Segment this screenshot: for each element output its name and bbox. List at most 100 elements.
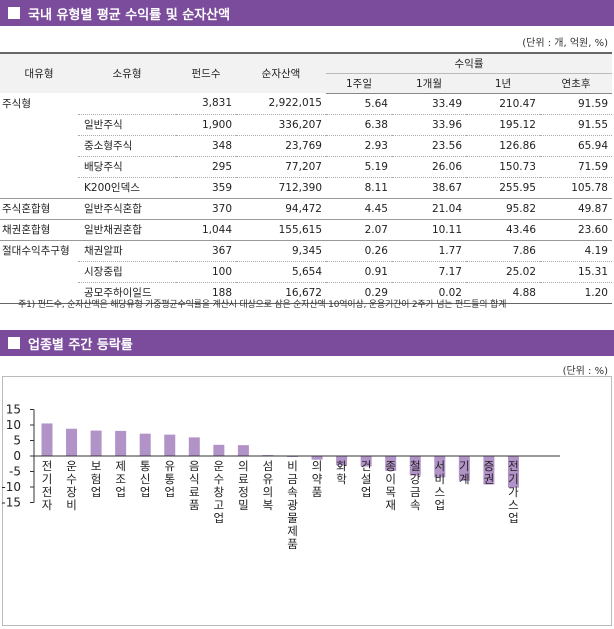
table-cell: 1.20 [540,281,612,304]
table-row: 시장중립 100 5,654 0.91 7.17 25.02 15.31 [0,260,612,282]
table-cell: 2.07 [326,218,392,240]
table-cell: 150.73 [466,155,540,177]
table-row: 절대수익추구형 채권알파 367 9,345 0.26 1.77 7.86 4.19 [0,239,612,261]
header-1week: 1주일 [326,73,392,94]
table-cell: 25.02 [466,260,540,282]
table-cell: 0.91 [326,260,392,282]
table-cell: 105.78 [540,176,612,198]
table-cell: 주식형 [2,98,31,110]
header-category: 대유형 [0,52,78,93]
table-cell: 1.77 [392,239,466,261]
header-subcategory: 소유형 [78,52,176,93]
table-cell: 4.88 [466,281,540,304]
table-row: 주식형 3,831 2,922,015 5.64 33.49 210.47 91.59 [0,93,612,114]
table-row: 주식혼합형 일반주식혼합 370 94,472 4.45 21.04 95.82 49.87 [0,197,612,219]
table-cell: 5.64 [364,97,388,110]
table-cell [0,114,78,135]
table-cell: 91.55 [540,113,612,135]
table-cell: 336,207 [236,113,326,135]
header-ytd: 연초후 [540,73,612,94]
table-cell: 100 [176,260,236,282]
header-1year: 1년 [466,73,540,94]
table-cell: 26.06 [392,155,466,177]
table-cell: 33.96 [392,113,466,135]
table-cell [78,93,176,114]
table-cell: 195.12 [466,113,540,135]
table-cell: 배당주식 [78,155,176,177]
section-title: 국내 유형별 평균 수익률 및 순자산액 [28,7,231,23]
table-cell: 5.19 [326,155,392,177]
table-cell: 4.19 [540,239,612,261]
table-cell: 일반주식혼합 [78,197,176,219]
fund-returns-table: 대유형 소유형 펀드수 순자산액 수익률 1주일 1개월 1년 연초후 주식형 3… [0,52,612,304]
table-cell: 절대수익추구형 [0,239,78,261]
table-cell: 21.04 [392,197,466,219]
header-1month: 1개월 [392,73,466,94]
table-cell: 10.11 [392,218,466,240]
table-cell [0,177,78,198]
table-cell: 0.29 [326,281,392,304]
table-cell: 시장중립 [78,260,176,282]
table-cell: 8.11 [326,176,392,198]
table-cell: 3,831 [201,97,232,110]
table-cell: 채권혼합형 [0,218,78,240]
table-row: K200인덱스 359 712,390 8.11 38.67 255.95 105.78 [0,176,612,198]
table-cell: 1,900 [176,113,236,135]
table-cell: 4.45 [326,197,392,219]
table-cell: 49.87 [540,197,612,219]
chart-frame [2,376,612,626]
table-cell: 43.46 [466,218,540,240]
section-title: 업종별 주간 등락률 [28,337,133,353]
table-cell [0,156,78,177]
table-cell: 주식혼합형 [0,197,78,219]
table-cell: 7.17 [392,260,466,282]
table-cell: 7.86 [466,239,540,261]
table-cell: 348 [176,134,236,156]
table-cell: 16,672 [236,281,326,304]
table-row: 배당주식 295 77,207 5.19 26.06 150.73 71.59 [0,155,612,177]
table-cell: 38.67 [392,176,466,198]
table-cell: 155,615 [236,218,326,240]
table-cell: 채권알파 [78,239,176,261]
table-cell: 126.86 [466,134,540,156]
table-cell: 23,769 [236,134,326,156]
unit-label: (단위 : 개, 억원, %) [522,38,608,49]
table-cell: 0.26 [326,239,392,261]
table-cell: 33.49 [431,97,462,110]
table-cell: 370 [176,197,236,219]
table-cell: 5,654 [236,260,326,282]
header-net-assets: 순자산액 [236,52,326,93]
footnote: 주1) 펀드수, 순자산액은 해당유형 가중평균수익률을 계산시 대상으로 삼은… [18,300,507,310]
table-cell: 23.56 [392,134,466,156]
table-cell: 23.60 [540,218,612,240]
table-cell: 367 [176,239,236,261]
table-cell: 712,390 [236,176,326,198]
table-cell [0,282,78,304]
table-cell: 일반주식 [78,113,176,135]
table-cell: 94,472 [236,197,326,219]
section-header-returns: 국내 유형별 평균 수익률 및 순자산액 [0,0,614,26]
table-cell [0,261,78,282]
table-cell: 295 [176,155,236,177]
table-cell: 1,044 [176,218,236,240]
table-cell: 91.59 [577,97,608,110]
table-cell: 255.95 [466,176,540,198]
table-cell: 188 [176,281,236,304]
table-cell: 일반채권혼합 [78,218,176,240]
table-row: 중소형주식 348 23,769 2.93 23.56 126.86 65.94 [0,134,612,156]
table-cell: 0.02 [392,281,466,304]
table-cell: 6.38 [326,113,392,135]
table-cell: 2,922,015 [268,97,322,110]
table-row: 공모주하이일드 188 16,672 0.29 0.02 4.88 1.20 [0,281,612,304]
table-row: 일반주식 1,900 336,207 6.38 33.96 195.12 91.55 [0,113,612,135]
header-fund-count: 펀드수 [176,52,236,93]
table-cell: 95.82 [466,197,540,219]
table-cell: 71.59 [540,155,612,177]
table-cell: 210.47 [499,97,536,110]
table-cell: 공모주하이일드 [78,281,176,304]
header-returns: 수익률 [326,52,612,74]
section-header-sectors: 업종별 주간 등락률 [0,330,614,356]
unit-label: (단위 : %) [562,366,608,377]
table-cell: K200인덱스 [78,176,176,198]
table-cell: 65.94 [540,134,612,156]
